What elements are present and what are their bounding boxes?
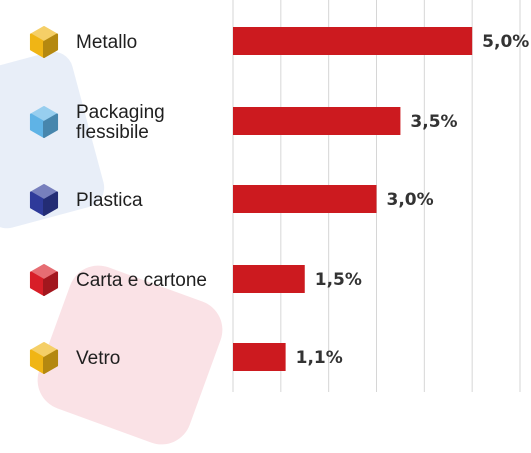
category-label: Vetro — [76, 348, 120, 369]
bar — [233, 185, 377, 213]
data-label: 3,5% — [410, 112, 457, 132]
category-label: Plastica — [76, 190, 143, 211]
category-label: Packaging flessibile — [76, 102, 165, 143]
plastic-cube-icon — [29, 184, 59, 216]
data-label: 5,0% — [482, 32, 529, 52]
category-label: Metallo — [76, 32, 137, 53]
metal-cube-icon — [29, 26, 59, 58]
data-label: 1,5% — [315, 270, 362, 290]
bar — [233, 107, 401, 135]
bar — [233, 343, 286, 371]
data-label: 1,1% — [296, 348, 343, 368]
glass-cube-icon — [29, 342, 59, 374]
category-label: Carta e cartone — [76, 270, 207, 291]
data-label: 3,0% — [387, 190, 434, 210]
packaging-cube-icon — [29, 106, 59, 138]
bar — [233, 27, 473, 55]
paper-cube-icon — [29, 264, 59, 296]
bar-chart: 5,0% Metallo 3,5% Packaging flessibile 3,0% Pl… — [29, 0, 529, 392]
bar — [233, 265, 305, 293]
